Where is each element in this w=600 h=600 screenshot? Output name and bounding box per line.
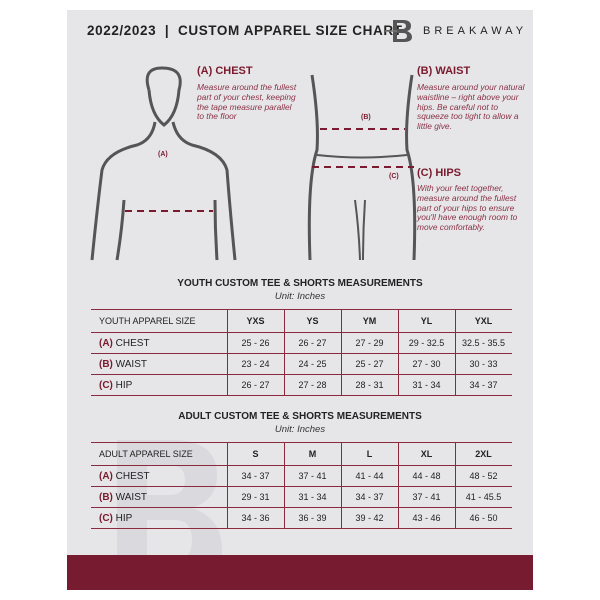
cell: 29 - 31	[226, 486, 284, 508]
row-label: (B) WAIST	[91, 486, 227, 508]
cell: 32.5 - 35.5	[454, 332, 512, 354]
cell: 23 - 24	[226, 353, 284, 375]
hips-description: With your feet together, measure around …	[417, 183, 518, 233]
cell: 31 - 34	[283, 486, 341, 508]
table-row: (C) HIP 34 - 36 36 - 39 39 - 42 43 - 46 46 - …	[91, 507, 512, 529]
cell: 27 - 29	[340, 332, 398, 354]
row-label: (A) CHEST	[91, 332, 227, 354]
header-label: YOUTH APPAREL SIZE	[91, 309, 227, 333]
cell: 26 - 27	[226, 374, 284, 396]
header-label: ADULT APPAREL SIZE	[91, 442, 227, 466]
size-header: YS	[283, 309, 341, 333]
cell: 25 - 27	[340, 353, 398, 375]
size-header: L	[340, 442, 398, 466]
adult-size-table: ADULT APPAREL SIZE S M L XL 2XL (A) CHES…	[91, 442, 512, 529]
adult-table-title: ADULT CUSTOM TEE & SHORTS MEASUREMENTS	[178, 411, 422, 422]
size-header: YL	[397, 309, 455, 333]
youth-size-table: YOUTH APPAREL SIZE YXS YS YM YL YXL (A) …	[91, 309, 512, 396]
cell: 41 - 44	[340, 465, 398, 487]
body-figures-illustration	[90, 66, 417, 261]
cell: 43 - 46	[397, 507, 455, 529]
page-title: 2022/2023 | CUSTOM APPAREL SIZE CHART	[87, 23, 403, 38]
table-row: (C) HIP 26 - 27 27 - 28 28 - 31 31 - 34 34 - …	[91, 374, 512, 396]
cell: 31 - 34	[397, 374, 455, 396]
size-header: M	[283, 442, 341, 466]
cell: 24 - 25	[283, 353, 341, 375]
cell: 36 - 39	[283, 507, 341, 529]
waist-marker: (B)	[361, 114, 371, 121]
table-header-row: YOUTH APPAREL SIZE YXS YS YM YL YXL	[91, 309, 512, 333]
cell: 28 - 31	[340, 374, 398, 396]
hips-marker: (C)	[389, 173, 399, 180]
table-row: (B) WAIST 23 - 24 24 - 25 25 - 27 27 - 30 30 …	[91, 353, 512, 375]
chest-description: Measure around the fullest part of your …	[197, 82, 297, 122]
youth-table-title: YOUTH CUSTOM TEE & SHORTS MEASUREMENTS	[177, 278, 423, 289]
row-label: (C) HIP	[91, 507, 227, 529]
cell: 41 - 45.5	[454, 486, 512, 508]
cell: 25 - 26	[226, 332, 284, 354]
size-header: YXL	[454, 309, 512, 333]
cell: 48 - 52	[454, 465, 512, 487]
breakaway-logo-icon	[385, 20, 412, 42]
row-label: (C) HIP	[91, 374, 227, 396]
brand-name: BREAKAWAY	[423, 25, 528, 37]
cell: 27 - 30	[397, 353, 455, 375]
cell: 46 - 50	[454, 507, 512, 529]
cell: 34 - 37	[340, 486, 398, 508]
size-chart-page: 2022/2023 | CUSTOM APPAREL SIZE CHART BR…	[67, 10, 533, 590]
chest-marker: (A)	[158, 151, 168, 158]
footer-bar	[67, 555, 533, 590]
cell: 34 - 37	[226, 465, 284, 487]
adult-unit: Unit: Inches	[274, 424, 326, 435]
size-header: YM	[340, 309, 398, 333]
cell: 34 - 37	[454, 374, 512, 396]
row-label: (B) WAIST	[91, 353, 227, 375]
waist-heading: (B) WAIST	[417, 65, 471, 77]
row-label: (A) CHEST	[91, 465, 227, 487]
cell: 29 - 32.5	[397, 332, 455, 354]
size-header: YXS	[226, 309, 284, 333]
size-header: S	[226, 442, 284, 466]
chest-heading: (A) CHEST	[197, 65, 253, 77]
table-row: (A) CHEST 25 - 26 26 - 27 27 - 29 29 - 32.5 3…	[91, 332, 512, 354]
cell: 27 - 28	[283, 374, 341, 396]
table-row: (A) CHEST 34 - 37 37 - 41 41 - 44 44 - 48 48 …	[91, 465, 512, 487]
size-header: XL	[397, 442, 455, 466]
cell: 37 - 41	[397, 486, 455, 508]
cell: 37 - 41	[283, 465, 341, 487]
cell: 34 - 36	[226, 507, 284, 529]
table-header-row: ADULT APPAREL SIZE S M L XL 2XL	[91, 442, 512, 466]
cell: 30 - 33	[454, 353, 512, 375]
table-row: (B) WAIST 29 - 31 31 - 34 34 - 37 37 - 41 41 …	[91, 486, 512, 508]
cell: 26 - 27	[283, 332, 341, 354]
youth-unit: Unit: Inches	[274, 291, 326, 302]
hips-heading: (C) HIPS	[417, 167, 461, 179]
cell: 44 - 48	[397, 465, 455, 487]
waist-description: Measure around your natural waistline – …	[417, 82, 525, 132]
cell: 39 - 42	[340, 507, 398, 529]
size-header: 2XL	[454, 442, 512, 466]
